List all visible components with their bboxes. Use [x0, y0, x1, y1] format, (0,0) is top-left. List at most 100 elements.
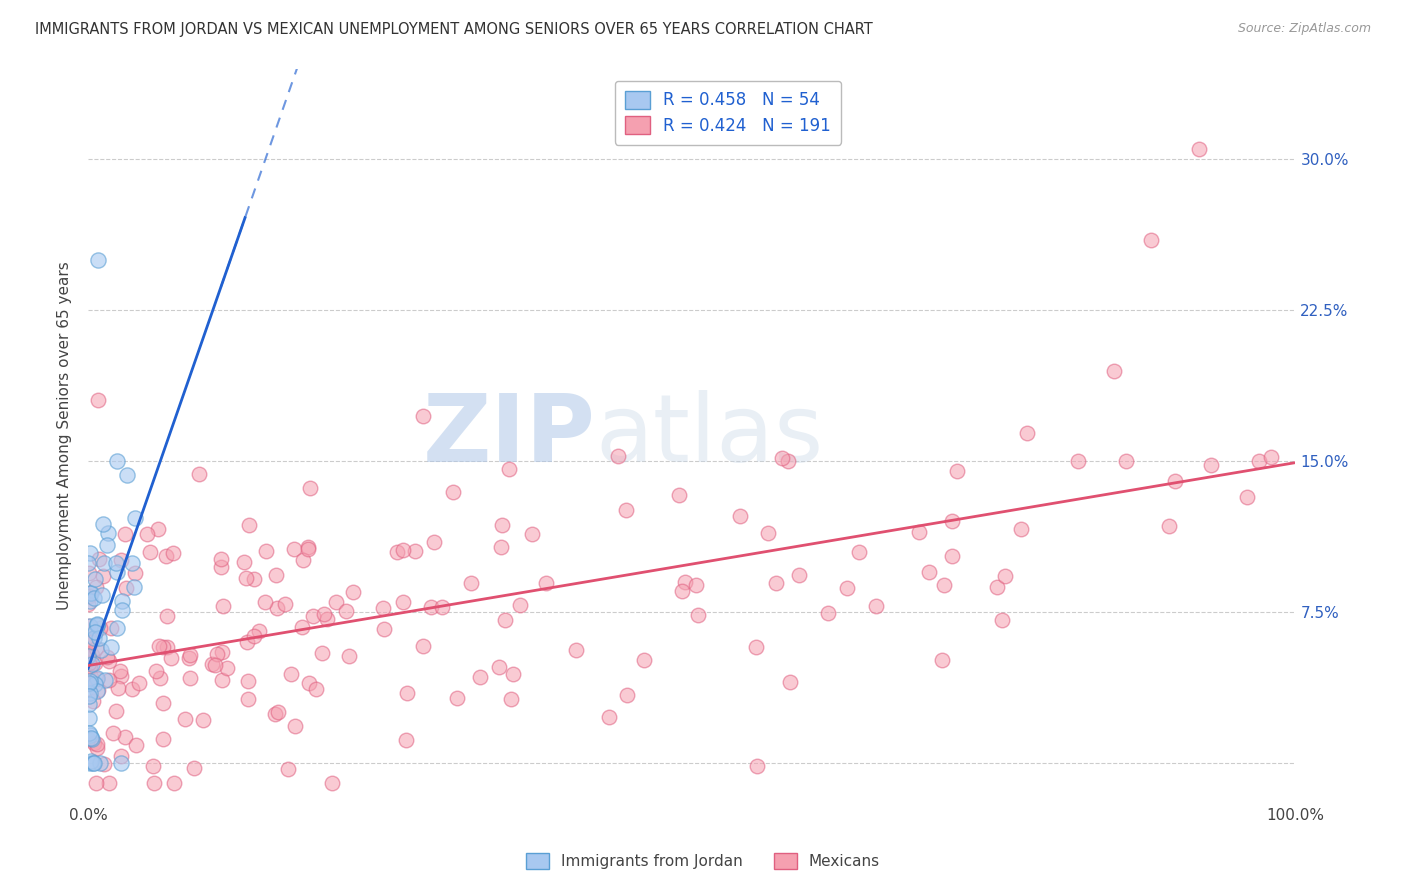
Point [83, 736, 105, 750]
Point [280, 666, 302, 681]
Point [86, 617, 108, 632]
Point [1260, 450, 1282, 465]
Point [243, 629, 266, 643]
Point [509, 599, 531, 613]
Point [994, 569, 1017, 583]
Point [80, 648, 103, 662]
Point [152, 696, 174, 710]
Point [155, 549, 177, 563]
Point [79, 674, 101, 689]
Point [1017, 425, 1039, 440]
Point [108, 664, 131, 678]
Point [79, 686, 101, 700]
Point [941, 514, 963, 528]
Point [865, 599, 887, 613]
Point [277, 762, 299, 776]
Point [1010, 522, 1032, 536]
Point [83, 756, 105, 771]
Point [395, 686, 418, 700]
Point [986, 580, 1008, 594]
Point [115, 582, 138, 596]
Point [316, 612, 339, 626]
Point [242, 572, 264, 586]
Point [770, 451, 793, 466]
Point [128, 676, 150, 690]
Point [1164, 475, 1187, 489]
Point [430, 599, 453, 614]
Point [77, 556, 100, 570]
Point [1104, 363, 1126, 377]
Point [787, 567, 810, 582]
Point [765, 575, 787, 590]
Point [616, 688, 638, 702]
Point [87, 392, 110, 407]
Point [209, 552, 232, 566]
Point [730, 509, 752, 524]
Point [502, 667, 524, 681]
Point [247, 624, 270, 639]
Point [685, 578, 707, 592]
Point [77, 648, 100, 663]
Point [420, 599, 443, 614]
Point [93, 557, 115, 571]
Point [274, 597, 297, 611]
Point [163, 776, 186, 790]
Point [371, 600, 394, 615]
Point [254, 594, 277, 608]
Point [491, 518, 513, 533]
Point [77, 618, 100, 632]
Point [91, 516, 114, 531]
Point [79, 690, 101, 704]
Point [204, 657, 226, 672]
Point [946, 464, 969, 478]
Legend: R = 0.458   N = 54, R = 0.424   N = 191: R = 0.458 N = 54, R = 0.424 N = 191 [614, 80, 841, 145]
Point [298, 675, 321, 690]
Point [266, 600, 288, 615]
Point [155, 640, 177, 654]
Point [77, 647, 100, 661]
Point [79, 546, 101, 560]
Point [122, 580, 145, 594]
Point [107, 681, 129, 695]
Point [422, 535, 444, 549]
Point [93, 756, 115, 771]
Text: atlas: atlas [595, 390, 824, 482]
Point [77, 697, 100, 711]
Point [522, 527, 544, 541]
Point [82, 756, 104, 771]
Point [191, 714, 214, 728]
Point [84, 656, 107, 670]
Point [335, 604, 357, 618]
Point [86, 684, 108, 698]
Point [79, 619, 101, 633]
Point [80, 657, 103, 671]
Point [1188, 142, 1211, 156]
Point [124, 511, 146, 525]
Point [177, 650, 200, 665]
Point [87, 552, 110, 566]
Point [565, 642, 588, 657]
Point [96, 649, 118, 664]
Point [606, 449, 628, 463]
Point [86, 616, 108, 631]
Point [84, 572, 107, 586]
Point [77, 731, 100, 746]
Point [86, 640, 108, 655]
Point [100, 640, 122, 655]
Point [686, 608, 709, 623]
Point [79, 632, 101, 646]
Point [179, 648, 201, 662]
Point [77, 677, 100, 691]
Point [283, 542, 305, 557]
Point [391, 543, 413, 558]
Point [215, 661, 238, 675]
Point [267, 705, 290, 719]
Point [86, 671, 108, 685]
Point [84, 580, 107, 594]
Point [321, 776, 343, 790]
Point [111, 602, 134, 616]
Point [201, 657, 224, 671]
Point [135, 527, 157, 541]
Point [104, 704, 127, 718]
Point [97, 776, 120, 790]
